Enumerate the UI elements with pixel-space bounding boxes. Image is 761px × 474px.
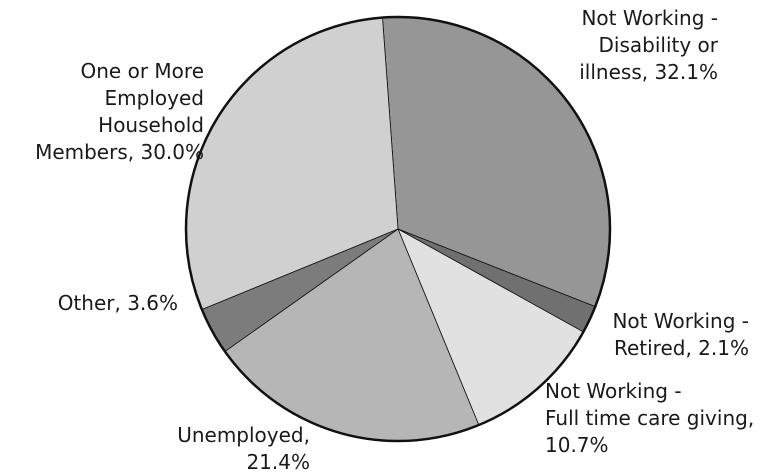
slice-label-3: Unemployed, 21.4% <box>177 423 310 474</box>
slice-label-0: Not Working - Disability or illness, 32.1% <box>579 6 719 84</box>
pie-outline <box>184 15 612 443</box>
slice-label-line: Not Working - <box>612 309 749 333</box>
slice-label-line: Retired, 2.1% <box>614 336 749 360</box>
slice-label-line: Other, 3.6% <box>58 291 178 315</box>
slice-label-line: 21.4% <box>246 450 310 474</box>
slice-label-line: Unemployed, <box>177 423 310 447</box>
slice-label-5: One or More Employed Household Members, 30.… <box>35 59 204 164</box>
slice-label-line: Full time care giving, <box>545 406 754 430</box>
slice-label-line: Members, 30.0% <box>35 140 204 164</box>
slice-label-line: Not Working - <box>545 379 682 403</box>
slice-label-line: Household <box>98 113 204 137</box>
slice-label-4: Other, 3.6% <box>58 291 178 315</box>
slice-label-line: One or More <box>81 59 204 83</box>
slice-label-1: Not Working - Retired, 2.1% <box>612 309 749 360</box>
pie-slices <box>185 16 611 442</box>
slice-label-line: illness, 32.1% <box>579 60 718 84</box>
slice-label-line: Not Working - <box>581 6 718 30</box>
slice-label-line: Disability or <box>599 33 719 57</box>
slice-label-2: Not Working - Full time care giving, 10.7% <box>545 379 754 457</box>
slice-label-line: Employed <box>105 86 204 110</box>
pie-labels: Not Working - Disability or illness, 32.1%… <box>35 6 754 474</box>
slice-label-line: 10.7% <box>545 433 609 457</box>
